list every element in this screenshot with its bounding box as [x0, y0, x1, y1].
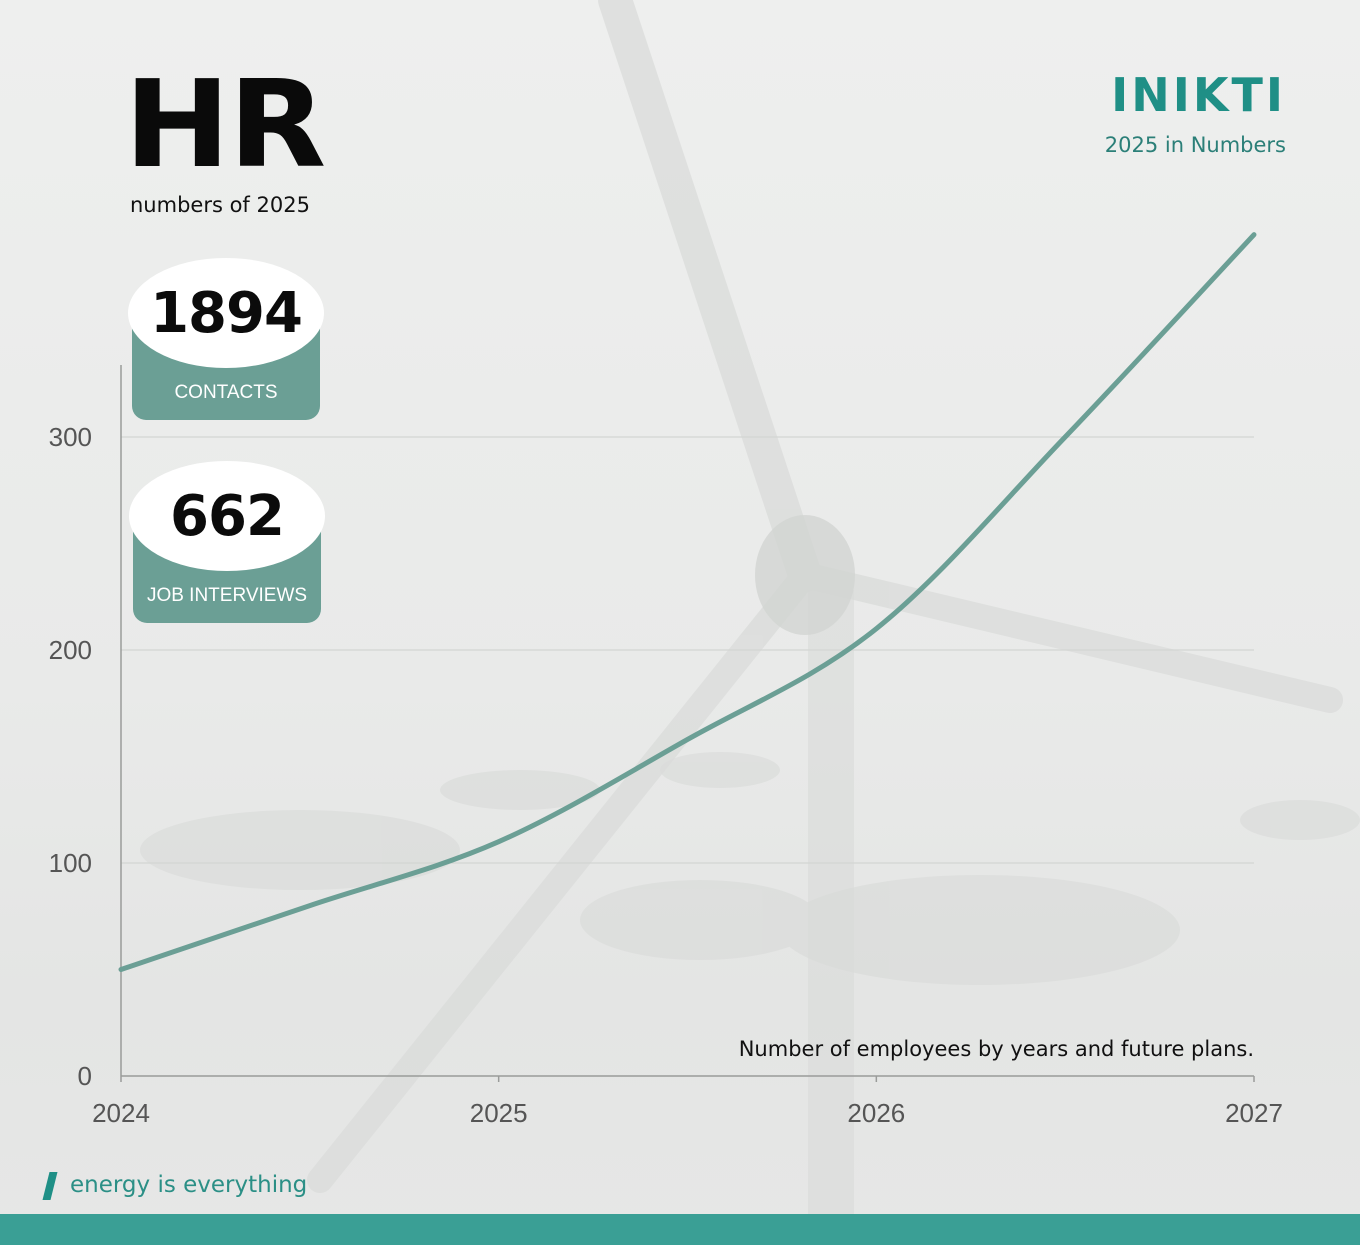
y-tick-label: 300 [49, 422, 92, 452]
stat-value: 662 [129, 461, 325, 571]
bottom-accent-bar [0, 1214, 1360, 1245]
stat-card-job-interviews: 662 JOB INTERVIEWS [129, 461, 325, 625]
brand-subtitle: 2025 in Numbers [1104, 133, 1286, 157]
series-lines [118, 232, 1257, 972]
y-tick-label: 200 [49, 635, 92, 665]
tagline: energy is everything [70, 1172, 308, 1198]
x-tick-labels: 2024 2025 2026 2027 [92, 1098, 1283, 1128]
chart-axes [120, 365, 1255, 1082]
stat-card-contacts: 1894 CONTACTS [128, 258, 324, 422]
x-tick-label: 2027 [1225, 1098, 1283, 1128]
x-tick-label: 2024 [92, 1098, 150, 1128]
x-tick-label: 2026 [847, 1098, 905, 1128]
x-tick-label: 2025 [470, 1098, 528, 1128]
stat-label: CONTACTS [174, 382, 278, 403]
page-title: HR [124, 56, 326, 195]
y-tick-label: 100 [49, 848, 92, 878]
chart-caption: Number of employees by years and future … [739, 1037, 1254, 1061]
brand-logo: INIKTI [1111, 68, 1286, 122]
page-subtitle: numbers of 2025 [130, 193, 310, 217]
y-tick-labels: 0 100 200 300 [49, 422, 92, 1091]
stat-label: JOB INTERVIEWS [146, 585, 308, 606]
stat-value: 1894 [128, 258, 324, 368]
y-tick-label: 0 [78, 1061, 92, 1091]
series-line-0 [118, 232, 1257, 972]
